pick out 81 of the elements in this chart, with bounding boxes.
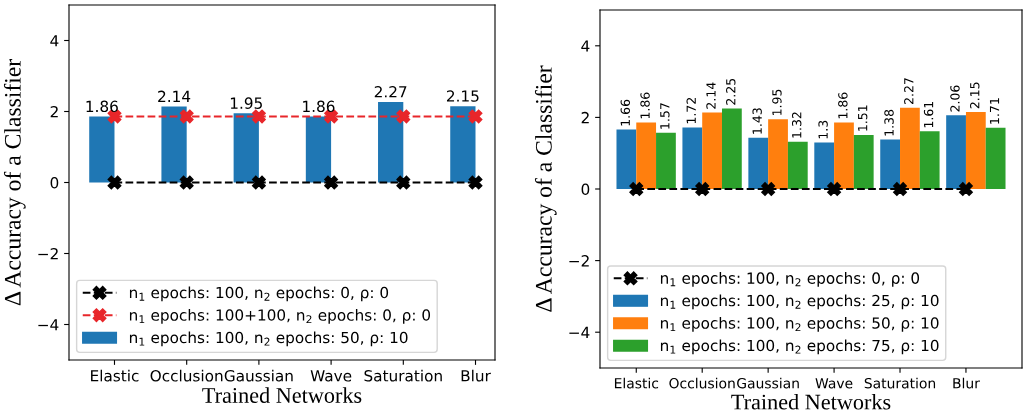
y-tick-label: 2 — [581, 111, 589, 124]
x-axis-title: Trained Networks — [731, 393, 891, 410]
y-tick-label: 0 — [50, 176, 59, 189]
data-label: 1.61 — [923, 101, 934, 128]
data-label: 2.25 — [726, 78, 736, 105]
x-tick-label: Occlusion — [669, 377, 735, 389]
legend-label: n$_{1}$ epochs: 100, n$_{2}$ epochs: 50, ρ: 10 — [129, 331, 408, 347]
y-tick-label: −4 — [569, 326, 590, 338]
y-tick-label: −2 — [569, 255, 589, 267]
x-tick-label: Elastic — [91, 369, 139, 382]
data-label: 1.95 — [772, 89, 782, 116]
bar — [89, 116, 115, 183]
legend-label: n$_{1}$ epochs: 100, n$_{2}$ epochs: 50, ρ: 10 — [660, 316, 939, 332]
y-tick-label: −2 — [38, 247, 58, 260]
bar — [636, 122, 657, 189]
bar — [900, 107, 920, 189]
bar — [946, 115, 966, 189]
y-tick-label: 4 — [50, 35, 59, 47]
data-label: 1.86 — [86, 100, 118, 113]
data-label: 1.72 — [686, 98, 696, 124]
y-tick-label: −4 — [38, 319, 59, 331]
y-tick-label: 0 — [581, 183, 590, 196]
legend-label: n$_{1}$ epochs: 100, n$_{2}$ epochs: 0, ρ: 0 — [660, 272, 920, 287]
bar — [233, 113, 259, 183]
y-tick-label: 4 — [581, 40, 590, 52]
y-tick-label: 2 — [50, 105, 58, 118]
bar — [656, 132, 676, 189]
bar — [305, 116, 332, 183]
data-label: 2.15 — [446, 90, 479, 102]
data-label: 1.51 — [858, 105, 868, 131]
data-label: 2.14 — [158, 90, 191, 102]
data-label: 2.06 — [950, 85, 960, 112]
x-tick-label: Blur — [461, 369, 491, 382]
bar — [721, 108, 742, 189]
data-label: 1.66 — [620, 99, 630, 126]
bar — [378, 101, 404, 183]
x-tick-label: Wave — [310, 370, 352, 382]
data-label: 1.57 — [660, 103, 670, 129]
y-axis-title: Δ Accuracy of a Classifier — [534, 65, 557, 312]
x-axis-title: Trained Networks — [202, 387, 362, 403]
bar — [985, 127, 1006, 189]
bar — [616, 129, 637, 189]
data-label: 2.27 — [374, 86, 407, 98]
bar — [853, 134, 874, 189]
bar — [834, 122, 854, 189]
x-tick-label: Blur — [953, 377, 980, 389]
data-label: 1.43 — [752, 108, 762, 134]
bar — [814, 142, 835, 189]
bar — [768, 119, 788, 189]
data-label: 1.71 — [989, 98, 1000, 124]
data-label: 1.86 — [838, 92, 848, 119]
bar — [161, 106, 187, 183]
bar — [787, 141, 808, 189]
data-label: 1.38 — [884, 109, 894, 136]
bar — [702, 112, 722, 189]
x-tick-label: Saturation — [364, 369, 442, 382]
bar — [880, 139, 901, 189]
x-tick-label: Occlusion — [150, 369, 223, 382]
data-label: 1.32 — [791, 112, 802, 138]
data-label: 1.3 — [818, 120, 828, 139]
x-tick-label: Wave — [815, 378, 853, 389]
x-tick-label: Saturation — [864, 377, 936, 389]
bar — [682, 127, 703, 189]
data-label: 2.27 — [904, 78, 914, 105]
x-tick-label: Gaussian — [737, 377, 799, 389]
data-label: 2.14 — [706, 82, 716, 109]
legend-label: n$_{1}$ epochs: 100, n$_{2}$ epochs: 75, ρ: 10 — [660, 339, 939, 355]
data-label: 1.86 — [640, 92, 650, 119]
y-axis-title: Δ Accuracy of a Classifier — [3, 59, 26, 306]
bar — [919, 131, 940, 189]
data-label: 1.95 — [230, 97, 262, 109]
data-label: 2.15 — [970, 82, 980, 109]
bar — [965, 112, 986, 189]
data-label: 1.86 — [303, 100, 335, 113]
x-tick-label: Gaussian — [224, 369, 293, 382]
bar — [748, 137, 769, 189]
legend-label: n$_{1}$ epochs: 100+100, n$_{2}$ epochs: 0, ρ: 0 — [129, 308, 431, 324]
legend-label: n$_{1}$ epochs: 100, n$_{2}$ epochs: 0, ρ: 0 — [129, 286, 389, 302]
x-tick-label: Elastic — [614, 377, 659, 389]
legend-label: n$_{1}$ epochs: 100, n$_{2}$ epochs: 25, ρ: 10 — [660, 294, 939, 310]
bar — [450, 106, 476, 183]
